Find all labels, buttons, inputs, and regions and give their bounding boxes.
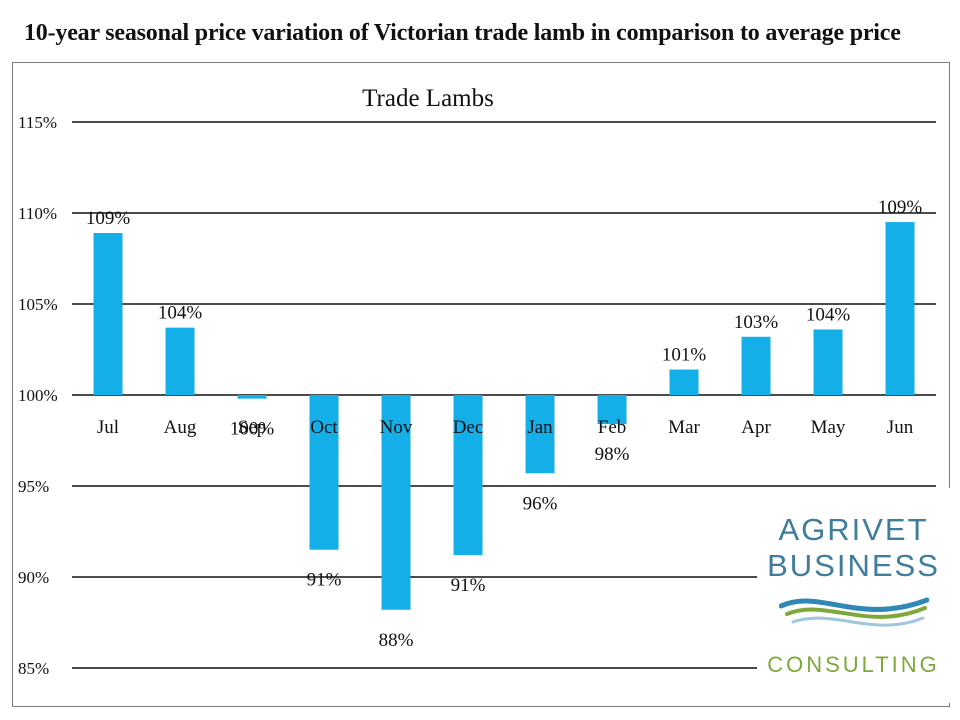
x-tick-label: Jan (527, 417, 553, 438)
logo-text-consulting: CONSULTING (767, 652, 940, 677)
x-tick-label: May (811, 417, 846, 438)
bar-mar (669, 369, 699, 395)
wave-swoosh-icon (779, 597, 929, 627)
logo-text-business: BUSINESS (767, 548, 940, 583)
data-label: 101% (662, 345, 707, 366)
bar-nov (381, 395, 411, 610)
y-tick-label: 110% (18, 204, 57, 223)
data-label: 98% (595, 444, 630, 465)
bar-sep (237, 395, 267, 399)
x-tick-label: Mar (668, 417, 700, 438)
y-tick-label: 100% (18, 386, 58, 405)
bar-oct (309, 395, 339, 550)
data-label: 88% (379, 630, 414, 651)
agrivet-business-consulting-logo: AGRIVET BUSINESS CONSULTING (757, 488, 950, 703)
data-label: 104% (806, 304, 851, 325)
data-label: 104% (158, 303, 203, 324)
x-axis-tick-labels: Jul Aug Sep Oct Nov Dec Jan Feb Mar Apr May Jun (97, 417, 914, 438)
chart-title: Trade Lambs (362, 85, 494, 112)
bar-aug (165, 327, 195, 395)
y-tick-label: 105% (18, 295, 58, 314)
page-title: 10-year seasonal price variation of Vict… (24, 20, 901, 46)
x-tick-label: Sep (238, 417, 267, 438)
x-tick-label: Aug (164, 417, 197, 438)
x-tick-label: Jul (97, 417, 119, 438)
x-tick-label: Nov (380, 417, 413, 438)
data-label: 96% (523, 493, 558, 514)
bar-feb (597, 395, 627, 425)
bar-jul (93, 233, 123, 395)
data-labels: 109% 104% 100% 91% 88% 91% 96% 98% 101% 103% 104% 1… (86, 197, 923, 651)
bar-apr (741, 336, 771, 395)
y-tick-label: 115% (18, 113, 57, 132)
bar-may (813, 329, 843, 395)
bars (93, 222, 915, 610)
bar-jun (885, 222, 915, 395)
data-label: 109% (86, 208, 131, 229)
y-tick-label: 95% (18, 477, 49, 496)
logo-text-agrivet: AGRIVET (778, 512, 929, 547)
data-label: 91% (451, 575, 486, 596)
bar-jan (525, 395, 555, 474)
x-tick-label: Jun (887, 417, 914, 438)
y-axis-tick-labels: 115% 110% 105% 100% 95% 90% 85% (18, 113, 58, 678)
chart-frame (12, 62, 950, 707)
data-label: 91% (307, 570, 342, 591)
y-tick-label: 85% (18, 659, 49, 678)
data-label: 109% (878, 197, 923, 218)
data-label: 100% (230, 419, 275, 440)
bar-dec (453, 395, 483, 556)
x-tick-label: Feb (598, 417, 627, 438)
x-tick-label: Oct (310, 417, 338, 438)
y-tick-label: 90% (18, 568, 49, 587)
x-tick-label: Apr (741, 417, 771, 438)
data-label: 103% (734, 312, 779, 333)
x-tick-label: Dec (453, 417, 484, 438)
